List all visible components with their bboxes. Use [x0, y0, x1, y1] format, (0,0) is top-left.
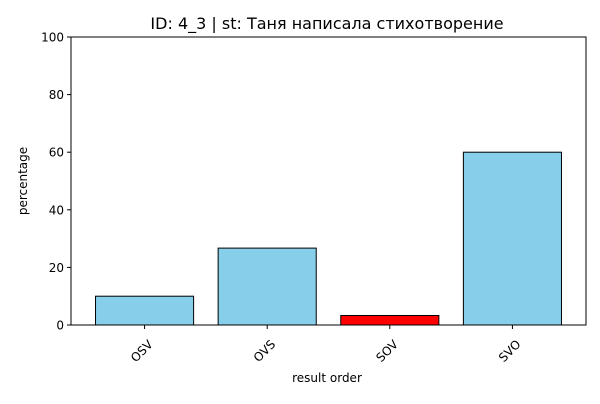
bars-group — [95, 151, 562, 326]
bar-osv — [95, 295, 195, 326]
bar-ovs — [217, 247, 317, 326]
y-axis-label: percentage — [16, 147, 30, 215]
x-tick-label-ovs: OVS — [251, 337, 279, 365]
x-tick-label-osv: OSV — [128, 337, 156, 365]
y-tick-label: 0 — [56, 319, 64, 333]
bar-sov — [340, 314, 440, 326]
bar-svo — [462, 151, 562, 326]
y-tick-label: 40 — [49, 203, 64, 217]
y-tick-label: 60 — [49, 146, 64, 160]
y-axis: 0 20 40 60 80 100 — [41, 31, 71, 333]
x-tick-label-svo: SVO — [496, 337, 524, 365]
y-tick-label: 100 — [41, 31, 64, 45]
y-tick-label: 20 — [49, 261, 64, 275]
x-tick-label-sov: SOV — [373, 337, 401, 365]
chart-title: ID: 4_3 | st: Таня написала стихотворени… — [150, 14, 503, 34]
y-tick-label: 80 — [49, 88, 64, 102]
x-axis-label: result order — [292, 371, 362, 385]
x-axis: OSV OVS SOV SVO — [128, 325, 524, 365]
plot-frame — [70, 36, 587, 326]
